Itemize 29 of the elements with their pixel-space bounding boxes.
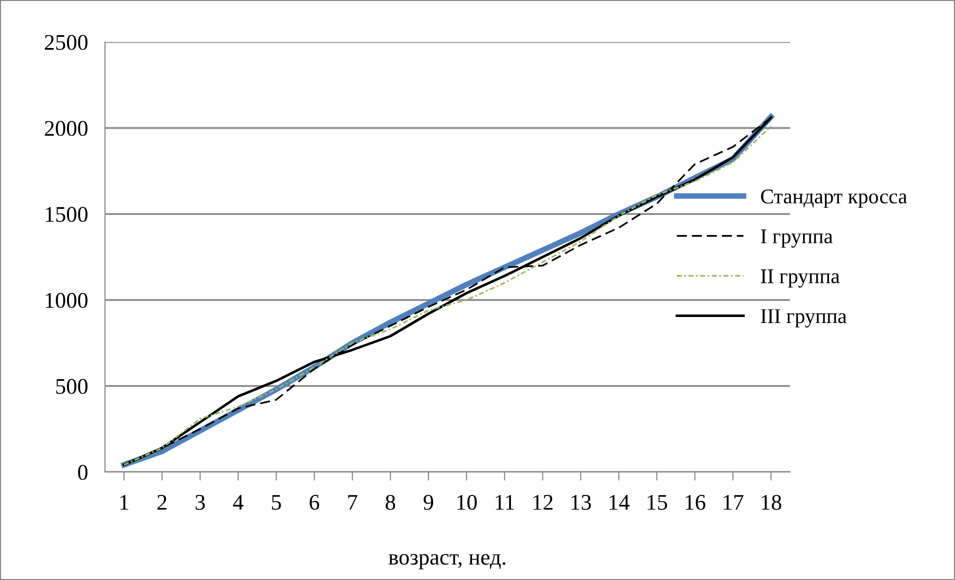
x-tick-label: 4 (233, 495, 244, 510)
legend-label: II группа (760, 269, 840, 288)
x-tick-label: 14 (610, 494, 630, 510)
y-tick-label: 0 (78, 464, 88, 480)
x-tick-label: 12 (533, 494, 553, 510)
x-tick-label: 16 (686, 494, 706, 510)
x-tick-label: 18 (762, 494, 782, 510)
x-tick-label: 10 (457, 494, 477, 510)
legend-label: Стандарт кросса (761, 190, 908, 208)
x-tick-label: 15 (648, 494, 668, 510)
x-tick-label: 5 (272, 495, 281, 510)
x-tick-label: 2 (158, 494, 166, 510)
x-tick-label: 17 (724, 494, 744, 510)
y-tick-label: 1000 (46, 292, 88, 308)
x-tick-label: 9 (424, 494, 434, 510)
x-tick-label: 11 (496, 494, 514, 510)
x-tick-label: 3 (196, 494, 205, 510)
x-axis-title: возраст, нед. (388, 554, 506, 570)
x-tick-label: 1 (120, 494, 128, 510)
y-tick-label: 500 (56, 378, 88, 394)
x-tick-label: 6 (310, 494, 320, 510)
legend-label: III группа (760, 309, 847, 328)
y-tick-label: 1500 (46, 206, 88, 222)
x-tick-label: 8 (386, 494, 396, 510)
y-tick-label: 2000 (44, 120, 88, 136)
x-tick-label: 13 (572, 494, 591, 510)
x-tick-label: 7 (348, 495, 358, 510)
legend-label: I группа (760, 230, 833, 248)
y-tick-label: 2500 (44, 34, 88, 50)
